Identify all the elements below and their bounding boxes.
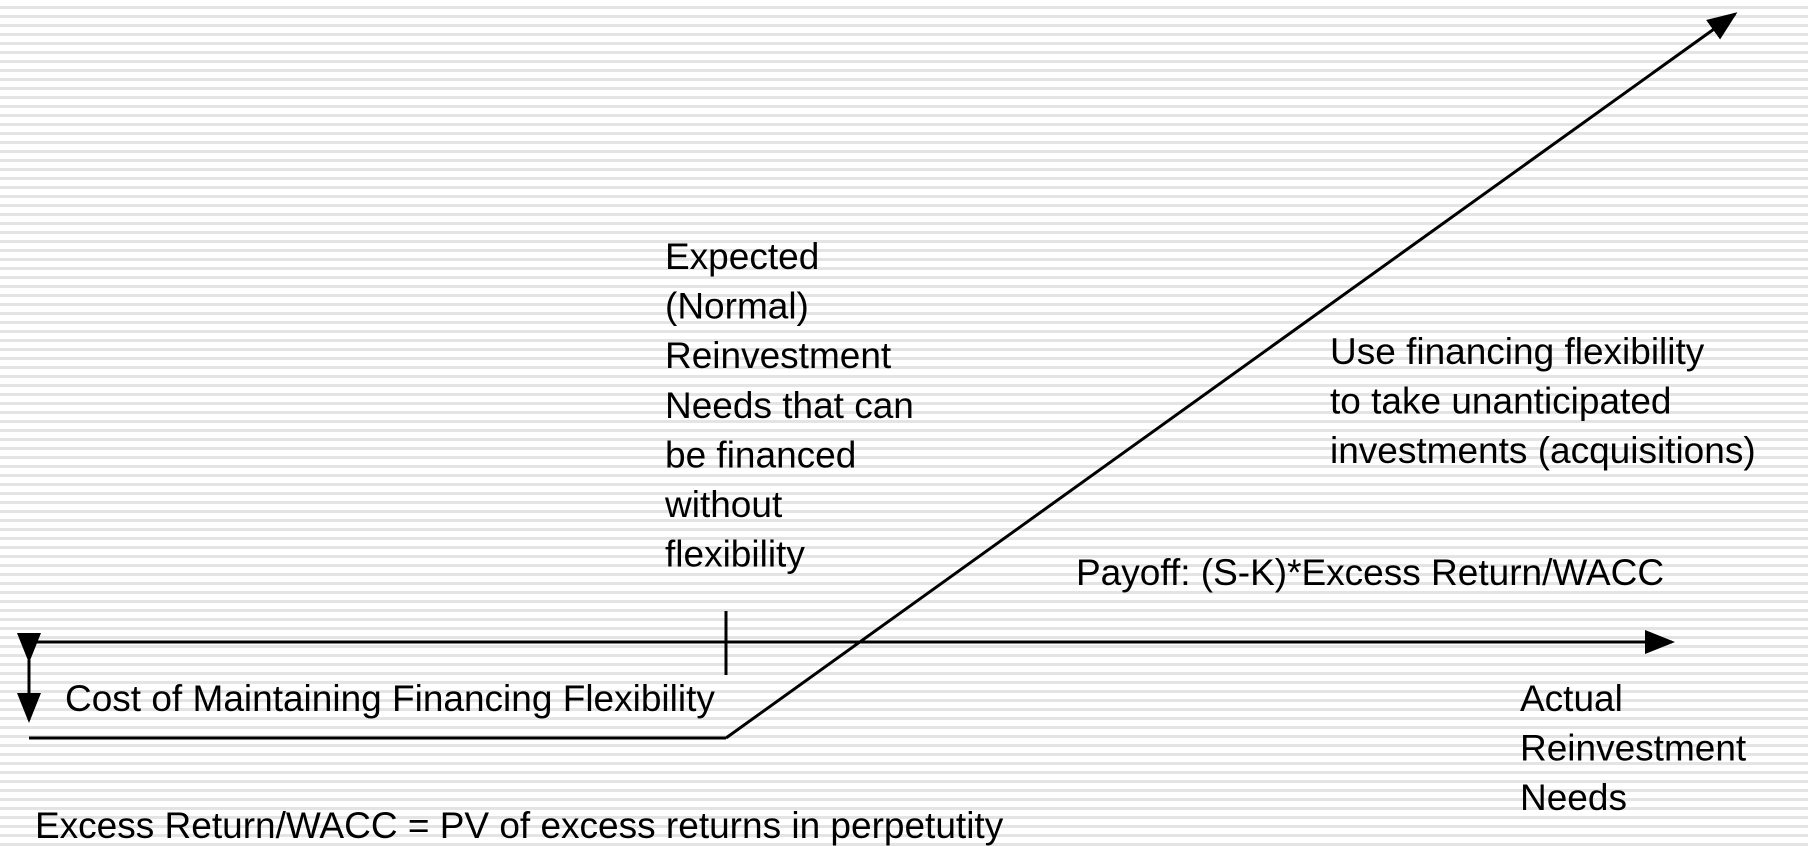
footnote: Excess Return/WACC = PV of excess return… bbox=[35, 805, 1004, 846]
flexibility-use-label: investments (acquisitions) bbox=[1330, 430, 1756, 471]
expected-needs-label: (Normal) bbox=[665, 286, 809, 327]
x-axis-label: Reinvestment bbox=[1520, 728, 1747, 769]
expected-needs-label: flexibility bbox=[665, 534, 805, 575]
expected-needs-label: Needs that can bbox=[665, 385, 914, 426]
cost-label: Cost of Maintaining Financing Flexibilit… bbox=[65, 678, 715, 719]
flexibility-use-label: to take unanticipated bbox=[1330, 381, 1671, 422]
flexibility-use-label: Use financing flexibility bbox=[1330, 331, 1705, 372]
x-axis-label: Needs bbox=[1520, 777, 1627, 818]
x-axis-label: Actual bbox=[1520, 678, 1623, 719]
payoff-label: Payoff: (S-K)*Excess Return/WACC bbox=[1076, 552, 1664, 593]
expected-needs-label: Reinvestment bbox=[665, 335, 892, 376]
payoff-line bbox=[725, 12, 1738, 740]
expected-needs-label: Expected bbox=[665, 236, 819, 277]
expected-needs-label: without bbox=[664, 484, 783, 525]
expected-needs-label: be financed bbox=[665, 434, 856, 475]
